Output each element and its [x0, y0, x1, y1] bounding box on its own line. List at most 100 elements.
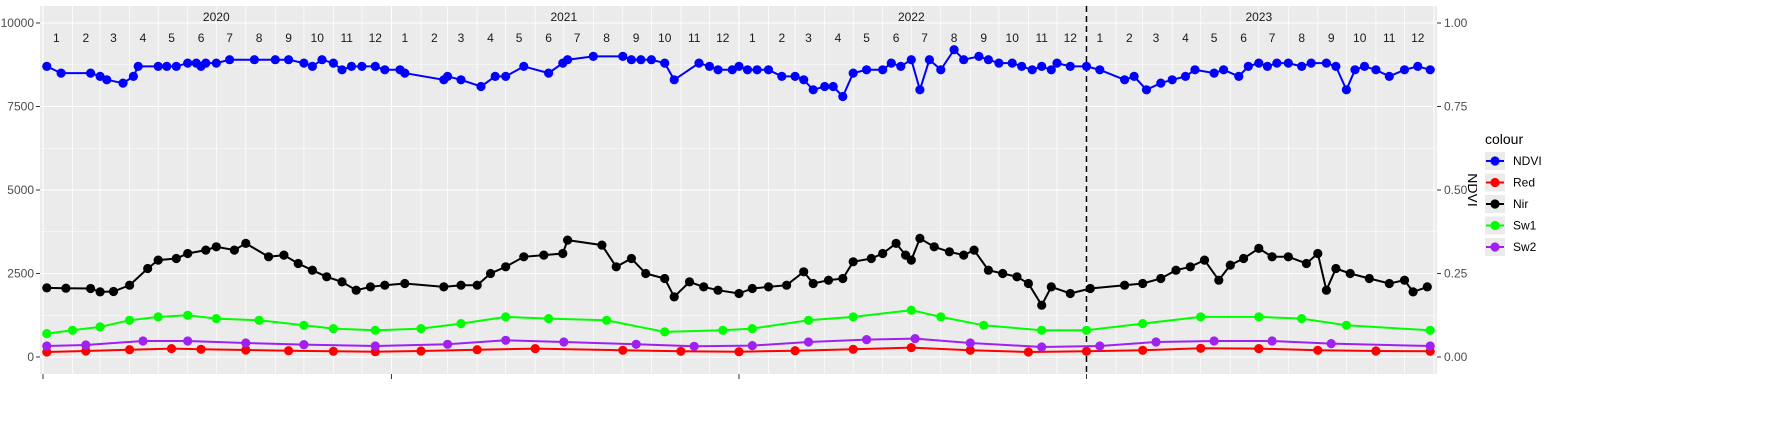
data-point-nir [866, 253, 876, 264]
month-label: 5 [516, 31, 523, 45]
right-tick-label: 1.00 [1444, 16, 1468, 30]
data-point-nir [183, 248, 193, 259]
data-point-ndvi [694, 58, 704, 68]
data-point-ndvi [490, 71, 500, 81]
data-point-nir [1185, 262, 1195, 272]
data-point-nir [626, 253, 637, 264]
data-point-sw1 [1196, 312, 1206, 322]
data-point-nir [519, 252, 529, 262]
year-label: 2022 [898, 10, 925, 24]
month-label: 1 [401, 31, 408, 45]
month-label: 4 [835, 31, 842, 45]
data-point-red [965, 345, 975, 355]
data-point-ndvi [225, 55, 235, 65]
data-point-red [241, 345, 251, 355]
data-point-nir [563, 235, 573, 245]
month-label: 3 [805, 31, 812, 45]
data-point-sw1 [848, 312, 858, 322]
month-label: 7 [574, 31, 581, 45]
month-label: 2 [778, 31, 785, 45]
data-point-sw2 [747, 341, 757, 351]
data-point-red [1196, 343, 1206, 353]
data-point-sw1 [183, 310, 193, 320]
legend-title: colour [1485, 131, 1523, 147]
data-point-ndvi [133, 61, 143, 71]
data-point-nir [1301, 258, 1311, 269]
data-point-ndvi [974, 51, 984, 62]
data-point-ndvi [983, 55, 994, 65]
data-point-ndvi [56, 68, 66, 78]
data-point-nir [823, 275, 834, 285]
series-line-sw1 [46, 309, 1431, 335]
right-y-axis: 0.00 0.25 0.50 0.75 1.00 [1437, 16, 1468, 364]
data-point-sw2 [138, 336, 148, 346]
series-layer [42, 45, 1435, 357]
data-point-nir [597, 240, 607, 250]
data-point-ndvi [646, 55, 657, 65]
data-point-ndvi [924, 55, 935, 65]
data-point-red [848, 344, 858, 354]
data-point-nir [1085, 283, 1095, 294]
data-point-nir [125, 280, 135, 290]
data-point-ndvi [249, 55, 259, 65]
data-point-nir [906, 255, 916, 265]
data-point-nir [211, 242, 221, 252]
data-point-ndvi [1052, 58, 1062, 68]
series-line-sw2 [46, 337, 1431, 349]
data-point-red [1081, 346, 1092, 356]
data-point-nir [501, 262, 511, 272]
month-label: 5 [863, 31, 870, 45]
right-tick-label: 0.25 [1444, 267, 1468, 281]
data-point-red [676, 346, 686, 356]
data-point-ndvi [660, 58, 670, 68]
data-point-nir [322, 272, 332, 282]
data-point-nir [485, 268, 496, 279]
data-point-red [328, 346, 338, 356]
data-point-red [1138, 345, 1148, 355]
data-point-ndvi [211, 58, 221, 68]
data-point-nir [264, 252, 274, 262]
data-point-nir [365, 282, 376, 292]
data-point-ndvi [519, 61, 529, 71]
data-point-ndvi [994, 58, 1004, 68]
month-label: 6 [198, 31, 205, 45]
data-point-nir [456, 280, 466, 290]
data-point-nir [472, 280, 482, 290]
month-label: 11 [688, 31, 701, 45]
data-point-sw1 [95, 322, 105, 332]
data-point-ndvi [346, 61, 357, 71]
data-point-sw1 [254, 315, 264, 325]
data-point-ndvi [799, 75, 809, 85]
data-point-ndvi [1095, 65, 1105, 75]
data-point-nir [229, 245, 239, 255]
data-point-nir [848, 257, 858, 267]
data-point-nir [279, 250, 289, 260]
data-point-nir [293, 258, 303, 269]
data-point-ndvi [1384, 71, 1394, 81]
data-point-nir [611, 262, 621, 272]
data-point-ndvi [563, 55, 573, 65]
month-label: 12 [716, 31, 730, 45]
data-point-nir [1384, 278, 1394, 289]
data-point-sw2 [370, 341, 380, 351]
month-label: 2 [83, 31, 90, 45]
year-label: 2020 [203, 10, 230, 24]
legend-label: NDVI [1513, 154, 1542, 168]
data-point-ndvi [1413, 61, 1423, 71]
data-point-nir [929, 242, 939, 252]
data-point-nir [1065, 288, 1075, 299]
data-point-red [1254, 344, 1264, 354]
data-point-ndvi [1190, 65, 1200, 75]
data-point-nir [1321, 285, 1331, 295]
data-point-sw1 [456, 319, 466, 329]
data-point-red [1313, 345, 1323, 355]
month-label: 8 [951, 31, 958, 45]
data-point-ndvi [380, 65, 390, 75]
data-point-ndvi [734, 61, 744, 71]
data-point-red [906, 343, 916, 353]
data-point-sw1 [370, 325, 380, 335]
data-point-ndvi [896, 61, 906, 71]
data-point-nir [108, 286, 119, 297]
data-point-ndvi [86, 68, 96, 78]
